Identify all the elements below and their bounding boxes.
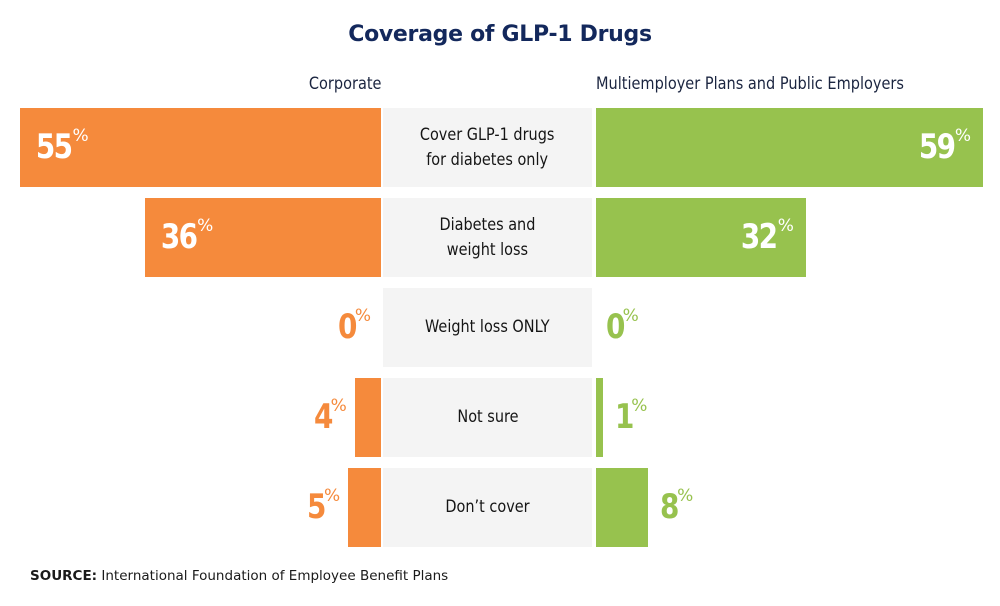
- category-text: Cover GLP-1 drugs for diabetes only: [420, 124, 555, 170]
- category-label-not-sure: Not sure: [383, 378, 592, 457]
- value-number: 0: [605, 307, 625, 347]
- value-label-multiemployer-don-t-cover: 8%: [658, 486, 694, 527]
- value-label-multiemployer-weight-loss-only: 0%: [604, 306, 639, 347]
- value-number: 1: [614, 397, 633, 437]
- value-number: 5: [307, 487, 326, 527]
- value-label-corporate-cover-glp-1-drugs-for-diabetes-only: 55%: [32, 126, 89, 167]
- percent-sign: %: [330, 396, 347, 416]
- percent-sign: %: [777, 216, 794, 236]
- value-number: 8: [660, 487, 679, 527]
- percent-sign: %: [677, 486, 694, 506]
- value-label-multiemployer-not-sure: 1%: [613, 396, 648, 437]
- category-text: Diabetes and weight loss: [439, 214, 536, 260]
- percent-sign: %: [622, 306, 639, 326]
- value-label-corporate-weight-loss-only: 0%: [336, 306, 371, 347]
- percent-sign: %: [954, 126, 972, 146]
- category-label-diabetes-and-weight-loss: Diabetes and weight loss: [383, 198, 592, 277]
- percent-sign: %: [354, 306, 371, 326]
- bar-corporate-cover-glp-1-drugs-for-diabetes-only: [20, 108, 381, 187]
- value-number: 4: [313, 397, 333, 437]
- category-label-don-t-cover: Don’t cover: [383, 468, 592, 547]
- bar-corporate-not-sure: [354, 378, 381, 457]
- source-note: SOURCE: International Foundation of Empl…: [30, 568, 448, 584]
- value-label-multiemployer-cover-glp-1-drugs-for-diabetes-only: 59%: [915, 126, 972, 167]
- percent-sign: %: [72, 126, 89, 146]
- series-label-corporate: Corporate: [308, 74, 381, 93]
- value-label-corporate-don-t-cover: 5%: [305, 486, 341, 527]
- category-text: Don’t cover: [445, 497, 530, 517]
- value-number: 32: [741, 217, 778, 257]
- bar-multiemployer-don-t-cover: [596, 468, 649, 547]
- bar-multiemployer-diabetes-and-weight-loss: [596, 198, 806, 277]
- bar-multiemployer-cover-glp-1-drugs-for-diabetes-only: [596, 108, 984, 187]
- value-number: 55: [36, 127, 73, 167]
- category-text: Weight loss ONLY: [425, 317, 550, 337]
- category-text: Not sure: [456, 407, 519, 427]
- value-label-corporate-diabetes-and-weight-loss: 36%: [157, 216, 214, 257]
- bar-corporate-diabetes-and-weight-loss: [144, 198, 381, 277]
- value-number: 0: [338, 307, 357, 347]
- category-label-cover-glp-1-drugs-for-diabetes-only: Cover GLP-1 drugs for diabetes only: [383, 108, 592, 187]
- chart-title: Coverage of GLP-1 Drugs: [348, 22, 652, 47]
- category-label-weight-loss-only: Weight loss ONLY: [383, 288, 592, 367]
- source-text: International Foundation of Employee Ben…: [97, 568, 449, 584]
- bar-multiemployer-not-sure: [596, 378, 603, 457]
- percent-sign: %: [631, 396, 648, 416]
- series-label-multiemployer: Multiemployer Plans and Public Employers: [596, 74, 904, 93]
- percent-sign: %: [197, 216, 214, 236]
- percent-sign: %: [324, 486, 341, 506]
- value-number: 36: [160, 217, 198, 257]
- value-number: 59: [918, 127, 955, 167]
- bar-corporate-don-t-cover: [348, 468, 381, 547]
- source-label: SOURCE:: [30, 568, 98, 584]
- value-label-multiemployer-diabetes-and-weight-loss: 32%: [737, 216, 794, 257]
- value-label-corporate-not-sure: 4%: [312, 396, 347, 437]
